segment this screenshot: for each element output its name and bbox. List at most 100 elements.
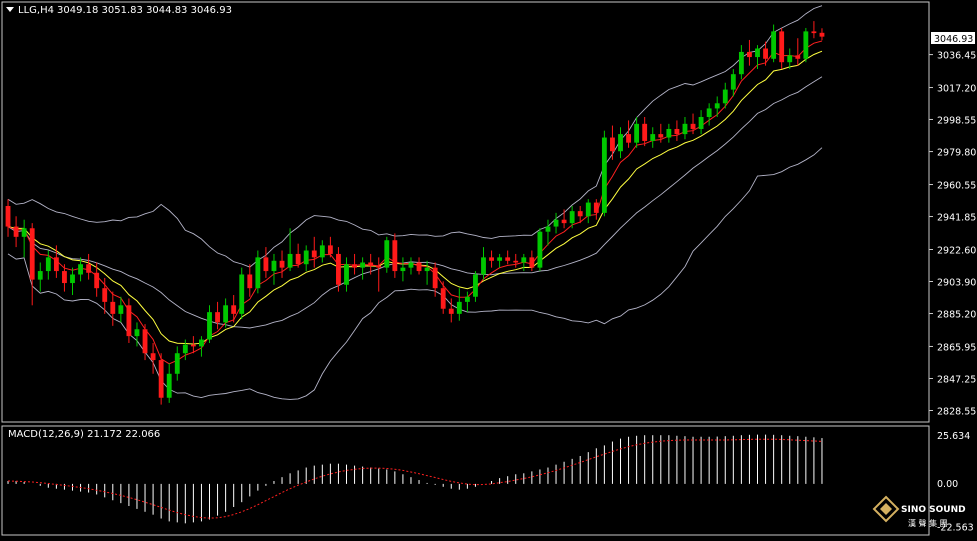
candle xyxy=(448,298,454,323)
candle xyxy=(690,113,696,135)
candle xyxy=(336,247,341,292)
candle xyxy=(658,123,664,143)
candle xyxy=(610,125,615,160)
candle xyxy=(94,262,100,297)
candle xyxy=(392,233,398,278)
candle xyxy=(408,257,414,275)
candle xyxy=(698,110,704,135)
candle xyxy=(182,339,188,361)
candle xyxy=(569,206,575,229)
candle xyxy=(166,363,172,403)
candle xyxy=(424,260,430,285)
candle xyxy=(787,48,793,70)
candle xyxy=(158,353,164,405)
candle xyxy=(118,296,124,323)
candle xyxy=(714,96,720,117)
candle xyxy=(271,253,277,285)
candle xyxy=(126,298,132,343)
macd-pane-frame xyxy=(1,425,930,536)
candle xyxy=(239,267,245,319)
candle xyxy=(456,288,462,321)
candle xyxy=(352,253,357,275)
candle xyxy=(400,257,406,282)
candle xyxy=(682,116,688,140)
candle xyxy=(215,301,220,330)
candle xyxy=(368,253,374,275)
candle xyxy=(110,291,116,326)
candle xyxy=(618,127,623,159)
candle xyxy=(674,120,680,141)
candle xyxy=(489,250,494,268)
candle xyxy=(231,295,237,323)
candle xyxy=(247,264,253,297)
macd-signal-line xyxy=(7,438,823,519)
candle xyxy=(593,199,599,220)
candle xyxy=(738,45,744,80)
candle xyxy=(416,257,422,275)
symbol-label: LLG,H4 xyxy=(18,5,54,16)
price-tick-label: 3017.20 xyxy=(937,84,976,95)
candle xyxy=(174,346,180,381)
current-price-label: 3046.93 xyxy=(934,34,973,45)
candle xyxy=(303,245,309,272)
candle xyxy=(70,267,75,296)
candle xyxy=(134,322,140,347)
candle xyxy=(601,130,607,217)
candle xyxy=(464,291,470,313)
candle xyxy=(142,324,148,361)
candle xyxy=(819,28,825,41)
watermark-sub: 漢 聲 集 團 xyxy=(908,518,948,528)
candle xyxy=(626,120,631,148)
price-tick-label: 2828.55 xyxy=(937,406,976,417)
price-tick-label: 2865.95 xyxy=(937,342,976,353)
macd-axis: 25.634 0.00 -22.563 xyxy=(937,431,974,533)
candle xyxy=(78,257,83,282)
price-tick-label: 3036.45 xyxy=(937,51,976,62)
candle xyxy=(706,103,712,126)
candle xyxy=(13,216,19,248)
candle xyxy=(811,21,817,39)
candle xyxy=(5,199,11,237)
candle xyxy=(529,250,535,272)
macd-series xyxy=(7,434,823,524)
watermark-brand: SINO SOUND xyxy=(901,505,966,515)
chevron-down-icon[interactable] xyxy=(6,7,14,12)
candle xyxy=(545,219,551,246)
candle xyxy=(803,27,809,63)
candle xyxy=(37,262,43,292)
candle xyxy=(561,209,567,229)
candle xyxy=(771,24,777,63)
candle xyxy=(295,243,301,268)
candle xyxy=(199,336,204,357)
macd-tick-label: 25.634 xyxy=(937,431,970,442)
price-axis: 3036.45 3017.20 2998.55 2979.80 2960.55 2941.… xyxy=(929,51,976,417)
candle xyxy=(730,69,736,97)
candle xyxy=(497,253,503,268)
price-tick-label: 2941.85 xyxy=(937,213,976,224)
candle xyxy=(473,271,478,302)
candle xyxy=(45,250,51,280)
candle xyxy=(223,298,229,328)
candle xyxy=(207,305,212,343)
candle xyxy=(384,236,390,273)
candle xyxy=(537,228,543,272)
price-tick-label: 2922.60 xyxy=(937,245,976,256)
candle xyxy=(666,123,672,143)
candle xyxy=(634,116,640,148)
candle xyxy=(311,236,317,268)
macd-tick-label: -22.563 xyxy=(937,522,974,533)
candle xyxy=(190,336,196,354)
candle xyxy=(747,39,752,66)
candle xyxy=(62,264,67,292)
candle xyxy=(779,27,785,70)
candle xyxy=(642,116,648,147)
candle xyxy=(755,45,760,70)
candle xyxy=(21,219,27,258)
candlestick-series xyxy=(5,21,825,405)
price-tick-label: 2885.20 xyxy=(937,310,976,321)
bollinger-middle-line xyxy=(7,76,823,329)
price-tick-label: 2903.90 xyxy=(937,278,976,289)
candle xyxy=(319,240,325,263)
